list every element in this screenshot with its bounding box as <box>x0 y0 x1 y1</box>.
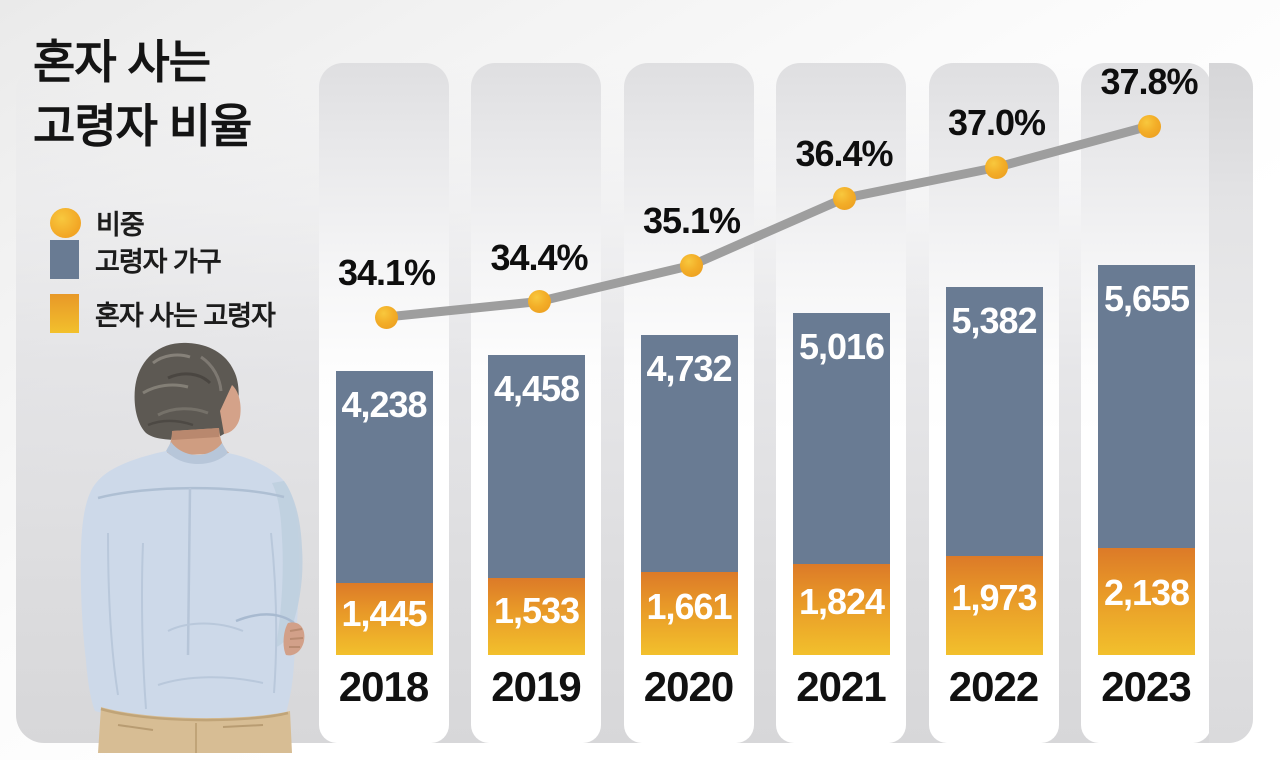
year-axis-label: 2020 <box>643 663 734 710</box>
living-alone-value-label: 1,973 <box>951 576 1037 618</box>
ratio-value-label: 34.4% <box>490 236 588 278</box>
legend-label-ratio: 비중 <box>96 210 145 240</box>
household-bar-segment: 4,238 <box>335 370 433 583</box>
person-hair <box>134 342 239 442</box>
ratio-dot <box>832 186 856 210</box>
living-alone-value-label: 2,138 <box>1103 571 1190 613</box>
background-right-cap <box>1209 63 1253 743</box>
elderly-person-photo <box>80 342 305 753</box>
living-alone-value-label: 1,445 <box>341 592 427 634</box>
person-skin <box>165 385 241 456</box>
ratio-value-label: 37.8% <box>1100 61 1198 103</box>
living-alone-bar-segment: 1,973 <box>945 556 1043 655</box>
ratio-dot <box>985 155 1008 179</box>
legend-item-ratio: 비중 <box>50 203 145 242</box>
ratio-value-label: 35.1% <box>642 200 741 242</box>
household-value-label: 5,655 <box>1103 278 1190 320</box>
page-title-line1: 혼자 사는 <box>33 36 211 88</box>
living-alone-bar-segment: 1,533 <box>488 578 585 655</box>
living-alone-bar-segment: 1,824 <box>793 563 890 655</box>
living-alone-bar-segment: 2,138 <box>1098 548 1195 655</box>
living-alone-bar-segment: 1,445 <box>335 582 433 655</box>
household-value-label: 5,382 <box>951 300 1037 342</box>
household-bar-segment: 4,732 <box>640 335 738 572</box>
ratio-value-label: 36.4% <box>795 133 893 175</box>
household-value-label: 5,016 <box>798 326 885 367</box>
household-bar-segment: 5,655 <box>1098 265 1195 549</box>
household-bar-segment: 4,458 <box>488 355 585 579</box>
household-value-label: 4,238 <box>341 383 427 425</box>
legend-item-households: 고령자 가구 <box>50 240 222 279</box>
year-axis-label: 2019 <box>491 663 581 710</box>
ratio-dot <box>1137 114 1161 138</box>
legend-label-living-alone: 혼자 사는 고령자 <box>95 301 276 331</box>
year-axis-label: 2018 <box>338 663 429 710</box>
living-alone-bar-segment: 1,661 <box>640 571 738 655</box>
ratio-value-label: 37.0% <box>947 102 1046 144</box>
living-alone-value-label: 1,533 <box>493 590 580 631</box>
household-value-label: 4,732 <box>646 348 732 390</box>
living-alone-value-label: 1,824 <box>798 581 885 623</box>
ratio-dot-swatch-icon <box>50 207 81 238</box>
person-shirt <box>80 442 303 721</box>
ratio-dot <box>527 290 551 314</box>
living-alone-value-label: 1,661 <box>646 586 732 628</box>
page-title: 혼자 사는 고령자 비율 <box>33 30 252 158</box>
household-bar-swatch-icon <box>50 240 79 279</box>
person-hand <box>283 622 305 656</box>
living-alone-bar-swatch-icon <box>50 294 79 333</box>
page-title-line2: 고령자 비율 <box>33 100 252 152</box>
ratio-dot <box>375 305 398 329</box>
household-value-label: 4,458 <box>493 368 580 410</box>
trend-line-path <box>382 121 1154 322</box>
ratio-dot <box>680 253 703 277</box>
person-pants <box>98 707 292 753</box>
legend-label-households: 고령자 가구 <box>95 247 222 277</box>
year-axis-label: 2023 <box>1101 663 1191 710</box>
household-bar-segment: 5,382 <box>945 287 1043 557</box>
year-axis-label: 2021 <box>796 663 886 710</box>
household-bar-segment: 5,016 <box>793 313 890 564</box>
ratio-value-label: 34.1% <box>337 252 436 293</box>
year-axis-label: 2022 <box>948 663 1039 710</box>
legend-item-living-alone: 혼자 사는 고령자 <box>50 294 276 333</box>
